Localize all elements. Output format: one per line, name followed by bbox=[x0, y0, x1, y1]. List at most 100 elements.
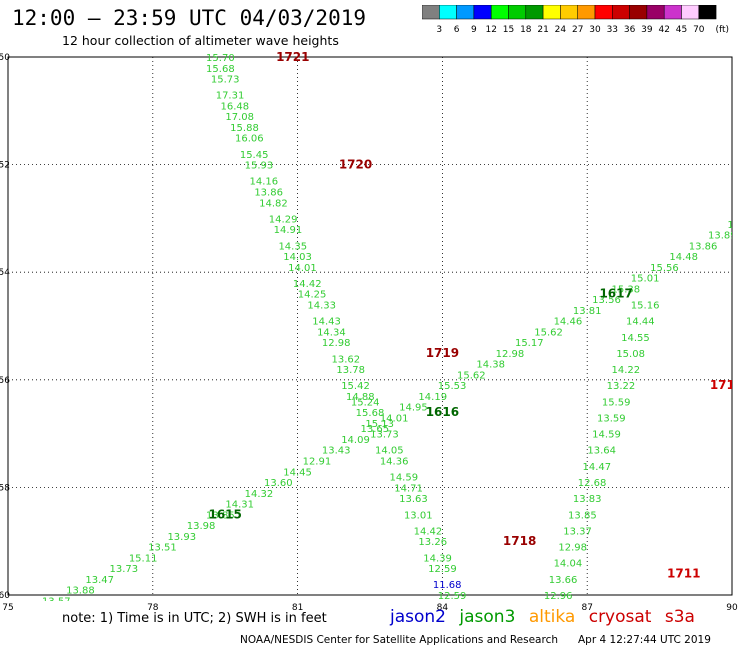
legend-altika: altika bbox=[528, 607, 576, 627]
wave-height-label: 13.73 bbox=[370, 430, 399, 441]
wave-height-label: 12.59 bbox=[438, 591, 467, 602]
wave-height-label: 16.06 bbox=[235, 134, 264, 145]
legend-jason2: jason2 bbox=[390, 607, 446, 627]
wave-height-label: 15.62 bbox=[457, 370, 486, 381]
wave-height-label: 14.03 bbox=[283, 252, 312, 263]
time-label: 1614 bbox=[54, 599, 87, 613]
wave-height-label: 15.17 bbox=[515, 338, 544, 349]
wave-height-label: 14.82 bbox=[259, 198, 288, 209]
wave-height-label: 14.05 bbox=[375, 446, 404, 457]
wave-height-label: 14.39 bbox=[423, 553, 452, 564]
wave-height-label: 14.46 bbox=[554, 317, 583, 328]
x-tick-label: 75 bbox=[2, 603, 13, 613]
wave-height-label: 17.31 bbox=[216, 91, 245, 102]
wave-height-label: 12.68 bbox=[578, 478, 607, 489]
time-label: 1615 bbox=[208, 507, 241, 521]
wave-height-label: 13.98 bbox=[187, 521, 216, 532]
chart-subtitle: 12 hour collection of altimeter wave hei… bbox=[62, 33, 339, 48]
colorbar-label: 24 bbox=[555, 25, 567, 35]
wave-height-label: 15.45 bbox=[240, 150, 269, 161]
wave-height-label: 14.01 bbox=[288, 263, 317, 274]
wave-height-label: 12.96 bbox=[544, 591, 573, 602]
wave-height-label: 13.85 bbox=[206, 510, 235, 521]
wave-height-label: 14.25 bbox=[298, 290, 327, 301]
colorbar-label: 33 bbox=[607, 25, 618, 35]
wave-height-label: 13.59 bbox=[597, 413, 626, 424]
wave-height-label: 13.85 bbox=[568, 510, 597, 521]
y-tick-label: -56 bbox=[0, 376, 10, 386]
wave-height-label: 14.19 bbox=[418, 392, 447, 403]
wave-height-label: 15.56 bbox=[650, 263, 679, 274]
time-label: 1720 bbox=[339, 158, 372, 172]
colorbar-label: 21 bbox=[537, 25, 548, 35]
wave-height-label: 13.81 bbox=[573, 306, 602, 317]
time-label: 1616 bbox=[426, 405, 459, 419]
wave-height-label: 13.86 bbox=[254, 188, 283, 199]
colorbar-label: 70 bbox=[693, 25, 705, 35]
wave-height-label: 13.63 bbox=[399, 494, 428, 505]
wave-height-label: 13.37 bbox=[563, 526, 592, 537]
y-tick-label: -60 bbox=[0, 591, 10, 601]
wave-height-label: 15.11 bbox=[129, 553, 158, 564]
generation-timestamp: Apr 4 12:27:44 UTC 2019 bbox=[578, 634, 711, 646]
wave-height-label: 13.01 bbox=[404, 510, 433, 521]
wave-height-label: 15.68 bbox=[356, 408, 385, 419]
y-tick-label: -52 bbox=[0, 161, 10, 171]
wave-height-label: 14.91 bbox=[274, 225, 303, 236]
wave-height-label: 14.01 bbox=[380, 413, 409, 424]
legend-s3a: s3a bbox=[664, 607, 695, 627]
wave-height-label: 17.08 bbox=[225, 112, 254, 123]
wave-height-label: 15.70 bbox=[206, 53, 235, 64]
time-label: 1617 bbox=[599, 287, 632, 301]
colorbar-label: 30 bbox=[589, 25, 601, 35]
wave-height-label: 14.34 bbox=[317, 327, 346, 338]
satellite-legend: jason2 jason3 altika cryosat s3a bbox=[390, 607, 703, 627]
legend-jason3: jason3 bbox=[459, 607, 516, 627]
wave-height-label: 14.45 bbox=[283, 467, 312, 478]
wave-height-label: 15.01 bbox=[631, 274, 660, 285]
wave-height-label: 14.43 bbox=[312, 317, 341, 328]
x-tick-label: 81 bbox=[292, 603, 303, 613]
colorbar-label: 6 bbox=[454, 25, 460, 35]
wave-height-label: 16.48 bbox=[221, 101, 250, 112]
wave-height-label: 13.26 bbox=[418, 537, 447, 548]
colorbar-label: 45 bbox=[676, 25, 687, 35]
wave-height-label: 12.98 bbox=[558, 543, 587, 554]
wave-height-label: 14.16 bbox=[249, 177, 278, 188]
data-layer: 15.7015.6815.7317.3116.4817.0815.8816.06… bbox=[42, 50, 740, 613]
colorbar-label: 39 bbox=[641, 25, 653, 35]
wave-height-label: 13.56 bbox=[592, 295, 621, 306]
y-tick-label: -54 bbox=[0, 268, 10, 278]
wave-height-label: 14.42 bbox=[414, 526, 443, 537]
wave-height-label: 14.36 bbox=[380, 457, 409, 468]
legend-cryosat: cryosat bbox=[588, 607, 652, 627]
wave-height-label: 14.42 bbox=[293, 279, 322, 290]
wave-height-label: 13.86 bbox=[689, 241, 718, 252]
wave-height-label: 15.53 bbox=[438, 381, 467, 392]
wave-height-label: 13.66 bbox=[549, 575, 578, 586]
colorbar-unit: (ft) bbox=[715, 25, 729, 35]
wave-height-label: 14.47 bbox=[583, 462, 612, 473]
wave-height-label: 15.13 bbox=[365, 419, 394, 430]
wave-height-label: 13.62 bbox=[332, 354, 361, 365]
wave-height-label: 14.88 bbox=[346, 392, 375, 403]
wave-height-label: 13.22 bbox=[607, 381, 636, 392]
wave-height-label: 13.73 bbox=[110, 564, 139, 575]
time-label: 1721 bbox=[276, 50, 309, 64]
wave-height-label: 13.57 bbox=[42, 596, 71, 607]
chart-title: 12:00 – 23:59 UTC 04/03/2019 bbox=[12, 6, 367, 30]
wave-height-label: 13.47 bbox=[85, 575, 114, 586]
color-scale-legend: 3 6 9 12 15 18 21 24 27 30 33 36 39 42 45 70 (ft) bbox=[422, 5, 729, 35]
wave-height-label: 14.59 bbox=[592, 430, 621, 441]
colorbar-label: 27 bbox=[572, 25, 583, 35]
colorbar-label: 15 bbox=[503, 25, 514, 35]
wave-height-label: 13.88 bbox=[66, 586, 95, 597]
colorbar-swatch bbox=[698, 5, 717, 20]
wave-height-label: 15.68 bbox=[206, 64, 235, 75]
wave-height-label: 15.22 bbox=[727, 220, 740, 231]
wave-height-label: 13.65 bbox=[361, 424, 390, 435]
wave-height-label: 13.93 bbox=[167, 532, 196, 543]
time-label: 171 bbox=[710, 378, 735, 392]
wave-height-label: 12.91 bbox=[303, 457, 332, 468]
